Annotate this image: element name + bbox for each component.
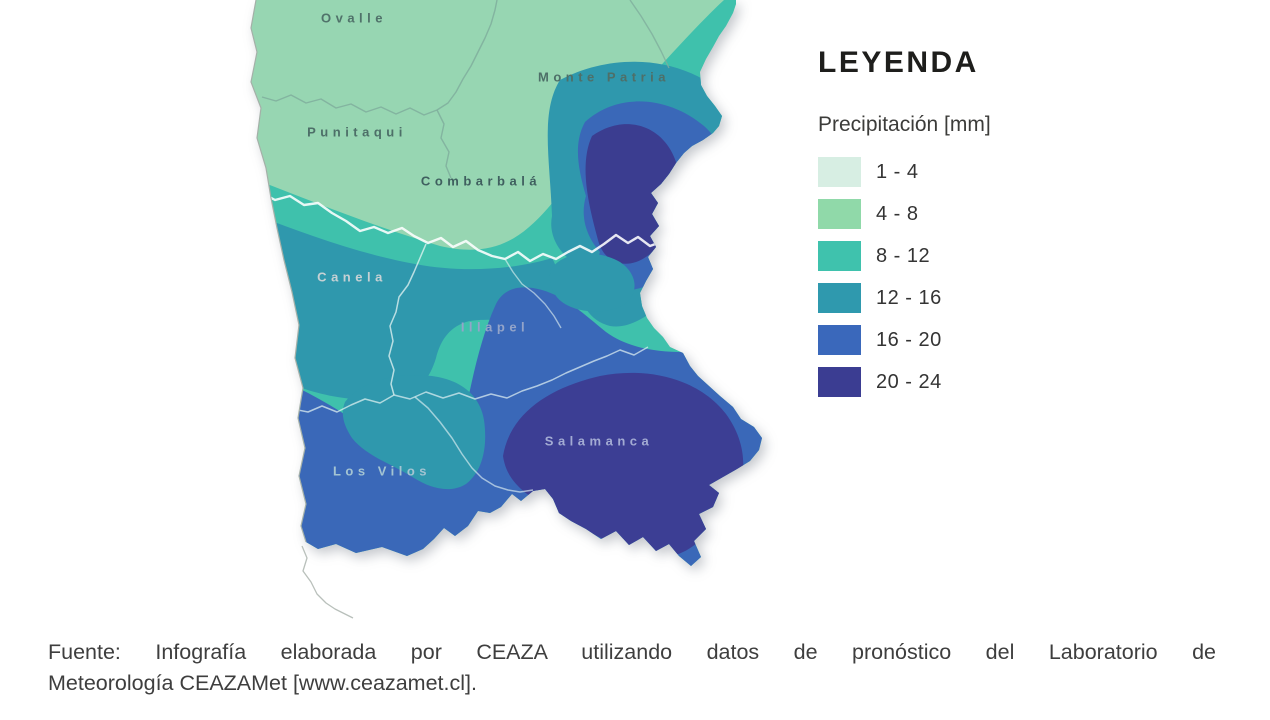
source-note-line1: Fuente: Infografía elaborada por CEAZA u…	[48, 640, 1216, 664]
map-label-monte-patria: Monte Patria	[537, 69, 671, 85]
band-12-16-losvilos-lobe	[342, 375, 486, 490]
legend-panel: LEYENDA Precipitación [mm] 1 - 4 4 - 8 8…	[818, 46, 991, 409]
comuna-boundary-ovalle-south	[261, 0, 498, 116]
coastline	[250, 0, 307, 543]
map-label-los-vilos: Los Vilos	[332, 463, 432, 479]
legend-swatch-12-16	[818, 283, 861, 313]
legend-label-12-16: 12 - 16	[876, 286, 942, 309]
legend-label-1-4: 1 - 4	[876, 160, 919, 183]
comuna-boundary-illapel-south	[393, 346, 649, 400]
comuna-boundary-illapel-northeast	[504, 258, 562, 329]
legend-label-4-8: 4 - 8	[876, 202, 919, 225]
map-label-punitaqui: Punitaqui	[307, 124, 407, 140]
map-label-combarbala: Combarbalá	[420, 173, 542, 189]
legend-swatch-1-4	[818, 157, 861, 187]
band-20-24-ne-core	[585, 124, 681, 264]
band-20-24-salamanca	[503, 372, 744, 557]
legend-label-8-12: 8 - 12	[876, 244, 931, 267]
map-label-ovalle: Ovalle	[320, 10, 388, 26]
legend-label-16-20: 16 - 20	[876, 328, 942, 351]
source-note-line2: Meteorología CEAZAMet [www.ceazamet.cl].	[48, 671, 477, 695]
province-boundary-line	[251, 191, 660, 263]
legend-row-12-16: 12 - 16	[818, 283, 991, 313]
comuna-boundary-punitaqui-east	[436, 109, 452, 179]
legend-swatch-20-24	[818, 367, 861, 397]
band-12-16-tongue	[549, 253, 635, 312]
legend-row-1-4: 1 - 4	[818, 157, 991, 187]
legend-row-20-24: 20 - 24	[818, 367, 991, 397]
map-label-illapel: Illapel	[460, 319, 530, 335]
legend-row-16-20: 16 - 20	[818, 325, 991, 355]
band-12-16-canela	[251, 206, 560, 400]
legend-row-8-12: 8 - 12	[818, 241, 991, 271]
legend-swatch-8-12	[818, 241, 861, 271]
south-neighbour-boundary	[301, 545, 354, 619]
legend-subtitle: Precipitación [mm]	[818, 113, 991, 136]
legend-items: 1 - 4 4 - 8 8 - 12 12 - 16 16 - 20 20 - …	[818, 157, 991, 397]
legend-row-4-8: 4 - 8	[818, 199, 991, 229]
legend-label-20-24: 20 - 24	[876, 370, 942, 393]
map-label-salamanca: Salamanca	[544, 433, 654, 449]
comuna-boundary-canela-losvilos	[292, 394, 395, 413]
legend-swatch-4-8	[818, 199, 861, 229]
comuna-boundary-montepatria-north	[629, 0, 670, 69]
legend-title: LEYENDA	[818, 46, 979, 79]
comuna-boundary-losvilos-salamanca	[414, 396, 534, 493]
comuna-boundary-canela-east	[388, 243, 427, 396]
legend-swatch-16-20	[818, 325, 861, 355]
map-label-canela: Canela	[317, 269, 387, 285]
source-note: Fuente: Infografía elaborada por CEAZA u…	[48, 637, 1216, 699]
